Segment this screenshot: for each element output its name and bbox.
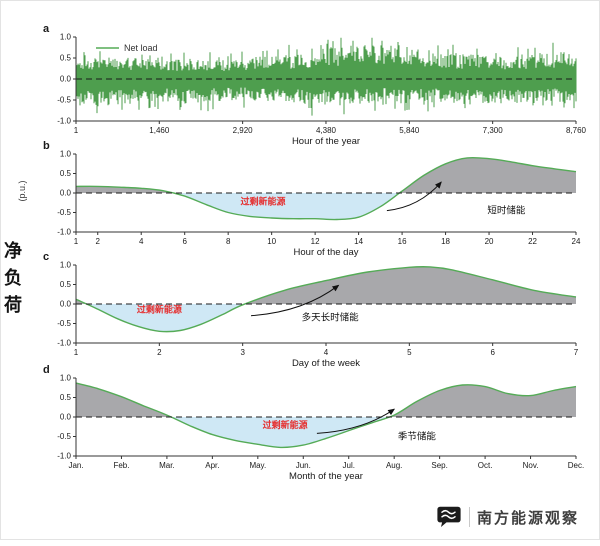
x-tick-label: 6 [490,348,495,357]
x-tick-label: 1 [74,126,79,135]
y-tick-label: 0.0 [60,189,72,198]
x-tick-label: 2 [96,237,101,246]
y-tick-label: 0.0 [60,75,72,84]
x-tick-label: Mar. [159,461,175,470]
y-axis-label: 净负荷 [2,238,24,319]
x-tick-label: 4 [324,348,329,357]
y-tick-label: 0.5 [60,280,72,289]
panel-c: 1.0 0.5 0.0 -0.5 -1.01 2 3 4 5 6 7 Day of the week c… [43,251,579,369]
excess-renewables-label: 过剩新能源 [137,304,182,315]
excess-renewables-label: 过剩新能源 [263,419,308,430]
legend-label: Net load [124,43,158,53]
y-tick-label: -1.0 [57,228,71,237]
x-tick-label: 6 [182,237,187,246]
panel-letter-label: b [43,140,50,152]
x-tick-label: Apr. [205,461,219,470]
y-tick-label: 0.0 [60,413,72,422]
y-tick-label: -1.0 [57,117,71,126]
x-tick-label: 7 [574,348,579,357]
x-tick-label: Dec. [568,461,584,470]
x-tick-label: 3 [240,348,245,357]
watermark-logo-icon [436,506,462,528]
x-tick-label: 14 [354,237,363,246]
x-tick-label: 10 [267,237,276,246]
panel-letter-label: d [43,364,50,376]
storage-type-label: 短时储能 [487,204,526,216]
x-tick-label: 8,760 [566,126,587,135]
watermark-text: 南方能源观察 [477,507,579,528]
x-tick-label: 4 [139,237,144,246]
x-tick-label: 7,300 [483,126,504,135]
y-tick-label: 1.0 [60,33,72,42]
x-tick-label: Oct. [478,461,493,470]
x-axis-title: Hour of the year [292,136,360,147]
x-tick-label: 1 [74,348,79,357]
y-tick-label: -1.0 [57,452,71,461]
watermark: 南方能源观察 [436,506,579,528]
y-tick-label: 1.0 [60,261,72,270]
x-tick-label: 24 [572,237,581,246]
x-tick-label: Sep. [431,461,447,470]
x-axis-title: Hour of the day [294,247,359,258]
y-axis-unit-label: (p.u.) [17,168,29,214]
x-tick-label: 18 [441,237,450,246]
x-tick-label: May. [249,461,266,470]
excess-renewables-label: 过剩新能源 [240,196,285,207]
y-tick-label: -0.5 [57,208,71,217]
y-tick-label: 1.0 [60,150,72,159]
y-tick-label: 0.0 [60,300,72,309]
x-tick-label: 22 [528,237,537,246]
x-tick-label: Aug. [386,461,402,470]
x-tick-label: 5 [407,348,412,357]
y-tick-label: 0.5 [60,393,72,402]
x-tick-label: 20 [485,237,494,246]
x-tick-label: Feb. [113,461,129,470]
x-tick-label: 1 [74,237,79,246]
x-tick-label: Jun. [296,461,311,470]
x-tick-label: 16 [398,237,407,246]
panel-letter-label: a [43,23,50,35]
x-tick-label: Jan. [68,461,83,470]
x-tick-label: Nov. [523,461,539,470]
panel-a: Net load 1.0 0.5 0.0 -0.5 -1.01 1,460 2,920 4,38… [43,23,587,147]
x-tick-label: 8 [226,237,231,246]
y-tick-label: 1.0 [60,374,72,383]
y-tick-label: 0.5 [60,169,72,178]
y-tick-label: -0.5 [57,319,71,328]
x-tick-label: 2,920 [233,126,254,135]
panel-letter-label: c [43,251,49,263]
x-tick-label: Jul. [343,461,355,470]
x-axis-title: Day of the week [292,358,360,369]
y-tick-label: 0.5 [60,54,72,63]
x-tick-label: 12 [311,237,320,246]
y-tick-label: -1.0 [57,339,71,348]
x-tick-label: 4,380 [316,126,337,135]
x-axis-title: Month of the year [289,471,363,482]
storage-type-label: 多天长时储能 [302,311,360,323]
storage-type-label: 季节储能 [398,431,437,443]
legend-net-load: Net load [96,43,158,53]
x-tick-label: 1,460 [149,126,170,135]
x-tick-label: 2 [157,348,162,357]
x-tick-label: 5,840 [399,126,420,135]
y-tick-label: -0.5 [57,96,71,105]
y-tick-label: -0.5 [57,432,71,441]
watermark-divider [469,507,470,527]
